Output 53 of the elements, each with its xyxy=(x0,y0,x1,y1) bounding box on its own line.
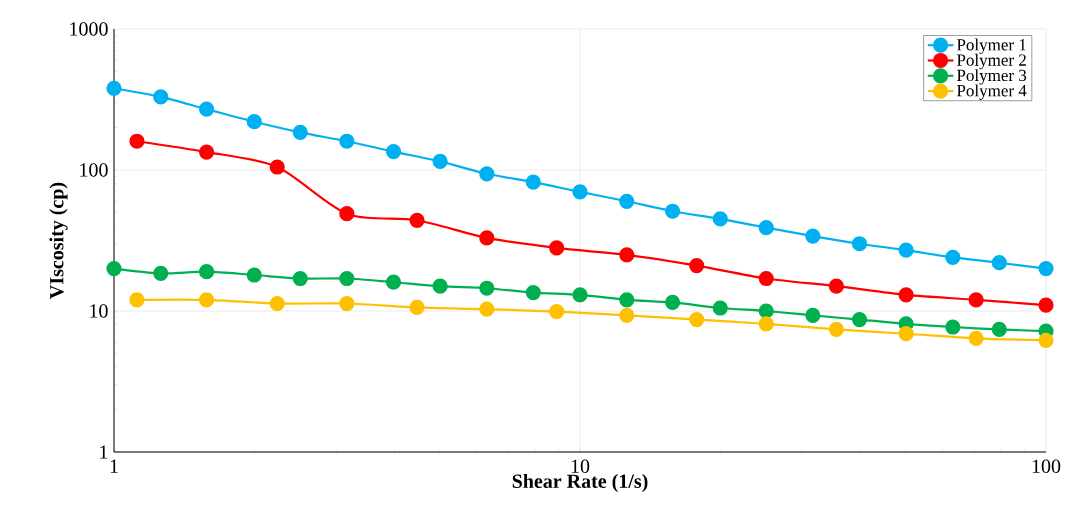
y-tick-label: 10 xyxy=(90,304,108,318)
point xyxy=(991,321,1007,338)
point xyxy=(385,274,402,290)
point xyxy=(198,264,215,280)
point xyxy=(758,220,774,236)
point xyxy=(945,249,961,265)
point xyxy=(1038,260,1054,277)
point xyxy=(851,236,868,252)
point xyxy=(246,267,262,283)
legend-label: Polymer 1 xyxy=(956,38,1026,55)
point xyxy=(851,311,868,328)
point xyxy=(898,242,914,258)
point xyxy=(153,265,169,281)
y-axis-title: VIscosity (cp) xyxy=(49,182,68,299)
point xyxy=(106,260,122,277)
point xyxy=(339,133,355,149)
point xyxy=(619,292,635,308)
point xyxy=(385,144,402,160)
point xyxy=(712,211,728,227)
point xyxy=(805,307,821,324)
point xyxy=(106,80,122,96)
point xyxy=(805,228,821,244)
point xyxy=(758,303,774,319)
point xyxy=(479,166,495,182)
point xyxy=(664,203,681,219)
point xyxy=(619,193,635,209)
point xyxy=(991,255,1007,271)
point xyxy=(432,278,448,294)
point xyxy=(292,270,308,287)
point xyxy=(712,300,728,316)
legend-label: Polymer 3 xyxy=(956,69,1027,85)
point xyxy=(432,153,448,170)
x-tick-label: 10 xyxy=(571,459,590,474)
x-tick-label: 1 xyxy=(110,459,118,473)
y-tick-label: 1 xyxy=(100,445,108,459)
point xyxy=(153,89,169,105)
point xyxy=(479,280,495,296)
x-axis-title: Shear Rate (1/s) xyxy=(512,473,648,493)
point xyxy=(525,285,541,301)
y-tick-label: 100 xyxy=(80,163,108,177)
point xyxy=(572,184,588,200)
point xyxy=(945,319,961,335)
legend-label: Polymer 2 xyxy=(956,53,1026,70)
point xyxy=(246,114,262,130)
point xyxy=(292,124,308,140)
point xyxy=(664,294,681,311)
y-tick-label: 1000 xyxy=(70,22,108,36)
point xyxy=(198,101,215,117)
point xyxy=(525,174,541,190)
legend-label: Polymer 4 xyxy=(956,84,1027,100)
point xyxy=(339,270,355,287)
x-tick-label: 100 xyxy=(1032,459,1061,474)
point xyxy=(572,287,588,303)
